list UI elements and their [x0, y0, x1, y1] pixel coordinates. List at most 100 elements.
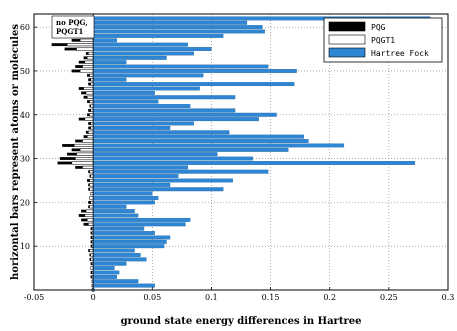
pqgt1-bar — [79, 69, 94, 73]
x-tick-label: 0.2 — [323, 293, 336, 302]
pqgt1-bar — [73, 143, 94, 147]
pqgt1-bar — [89, 170, 94, 174]
hartree-fock-bar — [92, 248, 135, 253]
pqgt1-bar — [71, 161, 94, 165]
pqgt1-bar — [82, 65, 94, 69]
hartree-fock-bar — [92, 33, 224, 38]
hartree-fock-bar — [92, 20, 248, 25]
pqgt1-bar — [86, 95, 94, 99]
hartree-fock-bar — [92, 73, 204, 78]
note-text-line-1: no PQG, — [56, 18, 88, 27]
hartree-fock-bar — [92, 60, 127, 65]
x-tick-label: 0.1 — [205, 293, 218, 302]
pqgt1-bar — [85, 91, 94, 95]
hartree-fock-bar — [92, 226, 145, 231]
note-box: no PQG, PQGT1 — [51, 15, 95, 39]
hartree-fock-bar — [92, 253, 141, 257]
pqgt1-bar — [89, 196, 94, 200]
hartree-fock-bar — [92, 125, 171, 130]
hartree-fock-bar — [92, 235, 171, 240]
plot-frame — [33, 13, 449, 291]
hartree-fock-bar — [92, 209, 135, 214]
pqgt1-bar — [88, 222, 94, 226]
hartree-fock-bar — [92, 196, 159, 200]
hartree-fock-bar — [92, 156, 253, 161]
y-axis-title: horizontal bars represent atoms or molec… — [10, 24, 21, 280]
pqgt1-bar — [79, 148, 94, 152]
note-box-frame — [51, 15, 95, 39]
pqgt1-bar — [66, 43, 94, 47]
pqgt1-bar — [83, 86, 94, 90]
hartree-fock-bar — [92, 95, 236, 100]
hartree-fock-bar — [92, 112, 277, 117]
legend-swatch-pqg — [328, 21, 366, 32]
hartree-fock-bar — [92, 47, 212, 51]
x-tick-label: 0 — [91, 293, 96, 302]
hartree-fock-bar — [92, 130, 230, 135]
hartree-fock-bar — [92, 283, 155, 288]
hartree-fock-bar — [92, 69, 297, 73]
hartree-fock-bar — [92, 174, 179, 179]
hartree-fock-bar — [92, 266, 115, 271]
hartree-fock-bar — [92, 191, 153, 196]
y-tick-label: 10 — [20, 242, 30, 251]
hartree-fock-bar — [92, 139, 309, 143]
pqgt1-bar — [76, 152, 94, 156]
hartree-fock-bar — [92, 279, 139, 284]
pqgt1-bar — [82, 165, 94, 169]
pqgt1-bar — [84, 60, 94, 64]
hartree-fock-bar — [92, 257, 147, 262]
hartree-fock-bar — [92, 77, 127, 82]
hartree-fock-bar — [92, 121, 194, 126]
hartree-fock-bar — [92, 165, 188, 170]
hartree-fock-bar — [92, 147, 289, 152]
hartree-fock-bar — [92, 108, 236, 113]
hartree-fock-bar — [92, 64, 269, 69]
hartree-fock-bar — [92, 231, 155, 235]
hartree-fock-bar — [92, 200, 155, 205]
y-tick-label: 60 — [20, 23, 30, 32]
hartree-fock-bar — [92, 182, 171, 187]
hartree-fock-bar — [92, 204, 127, 209]
hartree-fock-bar — [92, 90, 155, 95]
hartree-fock-bar — [92, 42, 188, 47]
hartree-fock-bar — [92, 104, 191, 108]
y-tick-label: 30 — [20, 155, 30, 164]
legend-label-pqg: PQG — [371, 23, 386, 32]
note-text-line-2: PQGT1 — [56, 27, 84, 36]
x-tick-label: 0.15 — [262, 293, 280, 302]
pqgt1-bar — [84, 214, 94, 218]
x-tick-label: 0.25 — [380, 293, 398, 302]
hartree-fock-bar — [92, 143, 345, 148]
hartree-fock-bar — [92, 169, 269, 174]
hartree-fock-bar — [92, 187, 224, 192]
legend-swatch-hartree-fock — [328, 47, 366, 58]
pqgt1-bar — [86, 218, 94, 222]
hartree-fock-bar — [92, 222, 186, 227]
pqgt1-bar — [88, 51, 94, 55]
hartree-fock-bar — [92, 217, 191, 222]
hartree-fock-bar — [92, 274, 117, 279]
hartree-fock-bar — [92, 270, 120, 275]
pqgt1-bar — [89, 73, 94, 77]
legend-swatch-pqgt1 — [328, 34, 366, 45]
pqgt1-bar — [75, 157, 94, 161]
pqgt1-bar — [76, 47, 94, 51]
hartree-fock-bar — [92, 99, 159, 104]
pqgt1-bar — [82, 139, 94, 143]
hartree-fock-bar — [92, 178, 233, 183]
pqgt1-bar — [89, 183, 94, 187]
y-tick-label: 20 — [20, 198, 30, 207]
x-tick-labels: -0.05 0 0.05 0.1 0.15 0.2 0.25 0.3 — [24, 287, 454, 302]
pqgt1-bar — [89, 205, 94, 209]
hartree-fock-bar — [92, 152, 218, 157]
pqgt1-bar — [89, 178, 94, 182]
y-tick-label: 50 — [20, 67, 30, 76]
hartree-fock-bar — [92, 25, 263, 30]
y-tick-label: 40 — [20, 111, 30, 120]
y-tick-labels: 10 20 30 40 50 60 — [20, 23, 37, 251]
hartree-fock-bar — [92, 239, 167, 244]
x-axis-title: ground state energy differences in Hartr… — [121, 316, 362, 326]
